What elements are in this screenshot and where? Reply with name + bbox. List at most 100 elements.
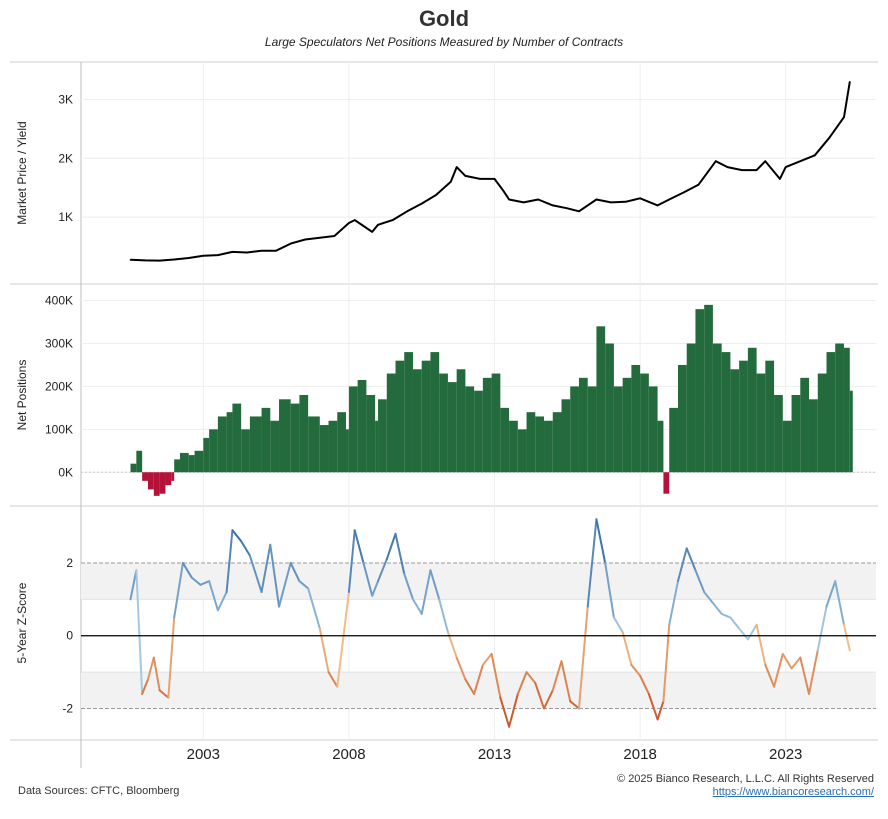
zscore-segment (662, 623, 671, 703)
zscore-segment (446, 631, 458, 659)
zscore-segment (543, 689, 554, 710)
x-tick-label: 2003 (187, 746, 220, 763)
net-position-bar (430, 352, 440, 473)
net-position-bar (261, 407, 271, 473)
net-position-bar (447, 382, 457, 473)
price-point (814, 154, 816, 157)
net-position-bar (712, 343, 722, 473)
zscore-segment (551, 660, 563, 692)
zscore-segment (173, 561, 184, 619)
net-position-bar (279, 399, 291, 473)
zscore-segment (141, 678, 149, 695)
net-position-bar (375, 420, 379, 473)
price-point (764, 160, 767, 163)
zscore-segment (146, 656, 155, 681)
net-position-bar (677, 364, 687, 473)
price-point (508, 198, 510, 201)
zscore-segment (781, 652, 793, 670)
price-point (333, 235, 336, 237)
price-point (435, 193, 438, 196)
net-position-bar (165, 472, 172, 486)
zscore-segment (208, 580, 219, 612)
zscore-segment (269, 543, 281, 608)
zscore-segment (703, 591, 714, 604)
net-position-bar (835, 343, 844, 473)
net-position-bar (404, 352, 413, 473)
zscore-segment (612, 616, 624, 634)
zscore-segment (825, 580, 837, 608)
price-point (493, 178, 496, 180)
net-position-bar (346, 429, 349, 473)
price-point (522, 201, 525, 204)
net-position-bar (142, 472, 148, 481)
price-point (371, 231, 374, 233)
chart-title: Gold (418, 6, 470, 31)
zscore-segment (621, 631, 633, 666)
net-position-bar (421, 360, 431, 473)
zscore-segment (569, 700, 580, 710)
net-position-bar (686, 343, 696, 473)
net-position-bar (270, 420, 280, 473)
x-tick-label: 2023 (769, 746, 802, 763)
zscore-segment (647, 692, 659, 721)
data-sources: Data Sources: CFTC, Bloomberg (18, 785, 180, 797)
zscore-segment (231, 529, 243, 543)
net-position-bar (395, 360, 405, 473)
y-tick-label: 100K (45, 422, 73, 436)
net-position-bar (509, 420, 518, 473)
net-position-bar (535, 416, 545, 473)
net-position-bar (378, 399, 387, 473)
chart-subtitle: Large Speculators Net Positions Measured… (264, 35, 624, 49)
zscore-segment (685, 547, 697, 572)
price-point (624, 201, 627, 203)
copyright-text: © 2025 Bianco Research, L.L.C. All Right… (617, 773, 874, 785)
zscore-segment (216, 591, 228, 612)
net-position-bar (491, 373, 501, 473)
net-position-bar (319, 425, 329, 473)
zscore-segment (438, 598, 449, 634)
zscore-segment (676, 547, 688, 583)
zscore-segment (720, 612, 732, 619)
net-position-bar (578, 377, 588, 473)
zscore-segment (158, 689, 170, 699)
price-point (260, 249, 263, 252)
net-position-bar (232, 403, 242, 473)
net-position-bar (136, 450, 143, 473)
net-position-bar (826, 352, 836, 473)
net-position-bar (366, 395, 376, 473)
net-position-bar (517, 429, 527, 473)
net-position-bar (153, 472, 160, 496)
zscore-segment (595, 518, 607, 564)
y-tick-label: 2 (66, 556, 73, 570)
price-point (799, 160, 802, 163)
zscore-segment (455, 656, 467, 681)
zscore-segment (260, 543, 272, 594)
net-position-bar (217, 416, 227, 473)
y-tick-label: 2K (58, 151, 73, 165)
zscore-segment (420, 569, 432, 615)
zscore-segment (816, 605, 828, 652)
zscore-segment (298, 580, 310, 590)
zscore-segment (499, 696, 511, 728)
net-position-bar (631, 364, 641, 473)
price-point (289, 242, 292, 245)
zscore-segment (604, 561, 615, 619)
price-point (578, 210, 580, 213)
zscore-segment (586, 518, 598, 608)
website-link[interactable]: https://www.biancoresearch.com/ (712, 786, 874, 798)
y-tick-label: 200K (45, 379, 73, 393)
price-point (455, 166, 458, 168)
net-position-bar (180, 452, 189, 473)
price-point (362, 225, 365, 227)
net-position-bar (849, 390, 853, 473)
zscore-segment (248, 554, 263, 594)
zscore-segment (327, 671, 339, 688)
zscore-segment (429, 569, 441, 601)
net-position-bar (791, 395, 801, 473)
price-point (353, 219, 356, 221)
zscore-segment (167, 616, 176, 699)
net-position-bar (782, 420, 792, 473)
price-point (537, 198, 539, 201)
y-tick-label: 1K (58, 210, 73, 224)
price-point (639, 197, 641, 200)
